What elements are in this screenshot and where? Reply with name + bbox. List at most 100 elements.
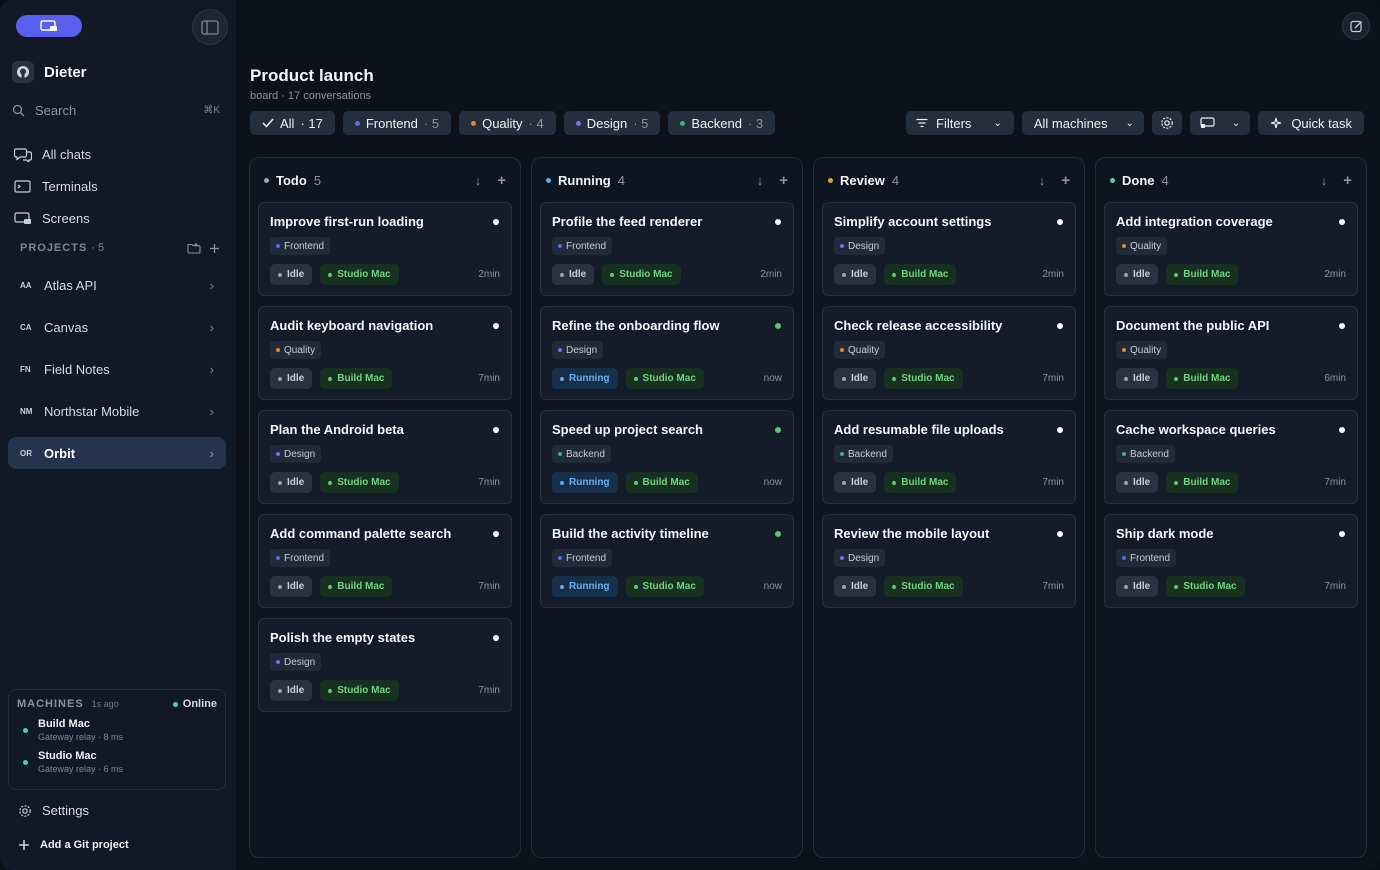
card-tag[interactable]: Frontend <box>552 549 613 567</box>
card-tag[interactable]: Quality <box>270 341 322 359</box>
card-tag[interactable]: Quality <box>1116 341 1168 359</box>
card-tag[interactable]: Backend <box>552 445 611 463</box>
project-northstar-mobile[interactable]: NM Northstar Mobile › <box>8 395 226 427</box>
card-title: Audit keyboard navigation <box>270 318 434 333</box>
board-settings-button[interactable] <box>1151 111 1182 135</box>
card-meta: Idle Build Mac 7min <box>1116 472 1346 493</box>
screen-icon <box>1200 117 1215 128</box>
card-status-dot <box>775 531 781 537</box>
project-name: Northstar Mobile <box>44 403 140 419</box>
tag-label: Frontend <box>566 552 607 564</box>
status-dot <box>328 688 333 693</box>
settings-button[interactable]: Settings <box>18 803 89 818</box>
status-dot <box>842 480 846 485</box>
filters-button[interactable]: Filters ⌄ <box>906 111 1014 135</box>
task-card[interactable]: Plan the Android beta Design Idle Studio Ma… <box>258 410 512 504</box>
column-title: Review <box>840 172 885 188</box>
sort-down-icon[interactable]: ↓ <box>1320 172 1328 188</box>
chip-design[interactable]: Design · 5 <box>563 111 661 135</box>
search-input[interactable]: Search ⌘K <box>12 98 220 122</box>
status-dot <box>892 480 897 485</box>
machines-select[interactable]: All machines ⌄ <box>1021 111 1144 135</box>
task-card[interactable]: Add integration coverage Quality Idle Build… <box>1104 202 1358 296</box>
card-tag[interactable]: Frontend <box>270 237 331 255</box>
chip-frontend[interactable]: Frontend · 5 <box>342 111 452 135</box>
project-field-notes[interactable]: FN Field Notes › <box>8 353 226 385</box>
machine-studio-mac[interactable]: Studio Mac Gateway relay · 6 ms <box>17 750 217 774</box>
status-dot <box>1124 584 1128 589</box>
sort-down-icon[interactable]: ↓ <box>756 172 764 188</box>
task-card[interactable]: Simplify account settings Design Idle Build… <box>822 202 1076 296</box>
sidebar-toggle-button[interactable] <box>192 9 228 45</box>
plus-icon[interactable] <box>209 243 220 254</box>
task-card[interactable]: Polish the empty states Design Idle Studio … <box>258 618 512 712</box>
kanban-board: Todo 5 ↓ + Improve first-run loading Frontend… <box>249 157 1367 858</box>
compose-button[interactable] <box>1342 12 1370 40</box>
tag-label: Frontend <box>284 552 325 564</box>
nav-screens[interactable]: Screens <box>14 211 90 226</box>
chip-quality[interactable]: Quality · 4 <box>459 111 556 135</box>
column-header: Running 4 ↓ + <box>540 158 794 202</box>
task-card[interactable]: Speed up project search Backend Running Bui… <box>540 410 794 504</box>
column-status-dot <box>546 177 551 183</box>
quick-task-button[interactable]: Quick task <box>1258 111 1364 135</box>
task-card[interactable]: Check release accessibility Quality Idle St… <box>822 306 1076 400</box>
view-mode-button[interactable]: ⌄ <box>1189 111 1251 135</box>
project-atlas-api[interactable]: AA Atlas API › <box>8 269 226 301</box>
column-count: 4 <box>617 172 625 188</box>
task-card[interactable]: Cache workspace queries Backend Idle Build … <box>1104 410 1358 504</box>
task-card[interactable]: Audit keyboard navigation Quality Idle Buil… <box>258 306 512 400</box>
project-canvas[interactable]: CA Canvas › <box>8 311 226 343</box>
new-folder-icon[interactable] <box>187 242 201 254</box>
task-card[interactable]: Document the public API Quality Idle Build … <box>1104 306 1358 400</box>
new-session-button[interactable] <box>16 15 82 37</box>
card-tag[interactable]: Backend <box>834 445 893 463</box>
task-card[interactable]: Ship dark mode Frontend Idle Studio Mac 7min <box>1104 514 1358 608</box>
card-tag[interactable]: Design <box>834 237 886 255</box>
card-title: Add integration coverage <box>1116 214 1273 229</box>
task-card[interactable]: Add command palette search Frontend Idle Bu… <box>258 514 512 608</box>
project-orbit[interactable]: OR Orbit › <box>8 437 226 469</box>
task-card[interactable]: Review the mobile layout Design Idle Studio… <box>822 514 1076 608</box>
card-tag[interactable]: Quality <box>1116 237 1168 255</box>
task-card[interactable]: Profile the feed renderer Frontend Idle Stu… <box>540 202 794 296</box>
nav-terminals[interactable]: Terminals <box>14 179 98 194</box>
chevron-right-icon: › <box>209 319 214 335</box>
task-card[interactable]: Refine the onboarding flow Design Running S… <box>540 306 794 400</box>
add-card-icon[interactable]: + <box>497 171 506 189</box>
card-tag[interactable]: Quality <box>834 341 886 359</box>
card-status-dot <box>493 635 499 641</box>
add-card-icon[interactable]: + <box>1343 171 1352 189</box>
card-status-pill: Idle <box>834 576 877 597</box>
nav-all-chats[interactable]: All chats <box>14 147 91 162</box>
chip-backend[interactable]: Backend · 3 <box>668 111 776 135</box>
machines-panel: MACHINES 1s ago Online Build Mac Gateway… <box>8 689 226 790</box>
tag-label: Quality <box>848 344 880 356</box>
card-tag[interactable]: Design <box>270 653 322 671</box>
user-profile[interactable]: Dieter <box>12 61 87 83</box>
task-card[interactable]: Improve first-run loading Frontend Idle Stu… <box>258 202 512 296</box>
card-tag[interactable]: Design <box>552 341 604 359</box>
tag-label: Quality <box>1130 344 1162 356</box>
machine-build-mac[interactable]: Build Mac Gateway relay · 8 ms <box>17 718 217 742</box>
chip-all[interactable]: All · 17 <box>250 111 335 135</box>
card-tag[interactable]: Frontend <box>552 237 613 255</box>
card-status-pill: Idle <box>270 472 313 493</box>
task-card[interactable]: Add resumable file uploads Backend Idle Bui… <box>822 410 1076 504</box>
add-git-project-button[interactable]: Add a Git project <box>18 839 129 851</box>
sort-down-icon[interactable]: ↓ <box>474 172 482 188</box>
gear-icon <box>1161 117 1173 129</box>
task-card[interactable]: Build the activity timeline Frontend Runni… <box>540 514 794 608</box>
card-status-pill: Idle <box>834 368 877 389</box>
card-tag[interactable]: Frontend <box>270 549 331 567</box>
card-tag[interactable]: Frontend <box>1116 549 1177 567</box>
card-tag[interactable]: Design <box>834 549 886 567</box>
card-tag[interactable]: Design <box>270 445 322 463</box>
projects-label: PROJECTS <box>20 242 88 254</box>
add-card-icon[interactable]: + <box>779 171 788 189</box>
sort-down-icon[interactable]: ↓ <box>1038 172 1046 188</box>
card-status-pill: Idle <box>270 264 313 285</box>
add-card-icon[interactable]: + <box>1061 171 1070 189</box>
machine-label: Studio Mac <box>619 269 673 280</box>
card-tag[interactable]: Backend <box>1116 445 1175 463</box>
